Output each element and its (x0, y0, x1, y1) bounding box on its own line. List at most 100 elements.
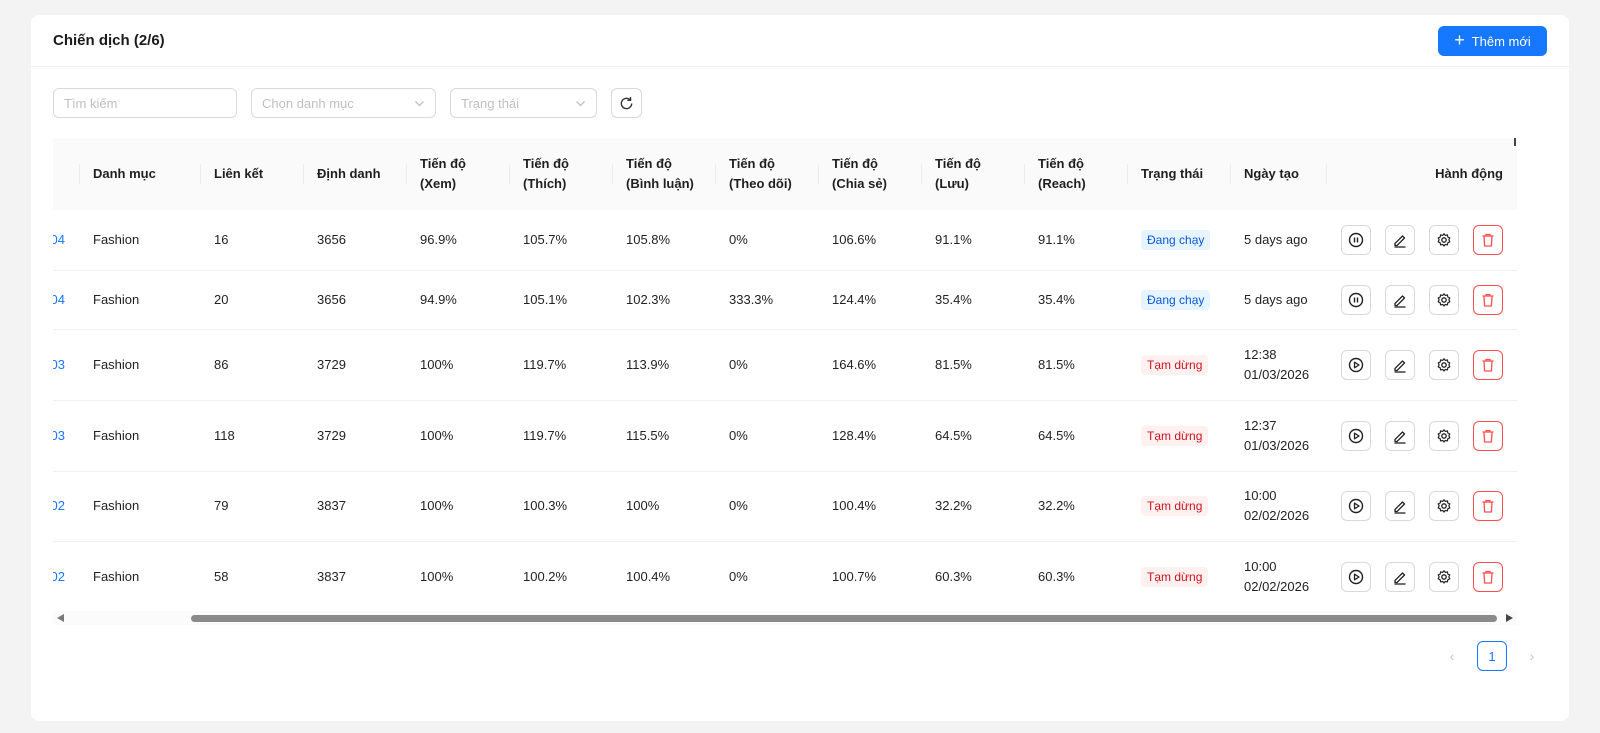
refresh-button[interactable] (611, 88, 642, 118)
status-badge: Tạm dừng (1141, 354, 1209, 375)
play-button[interactable] (1341, 491, 1371, 521)
page-number[interactable]: 1 (1477, 641, 1507, 671)
edit-button[interactable] (1385, 491, 1415, 521)
play-button[interactable] (1341, 561, 1371, 592)
settings-button[interactable] (1429, 491, 1459, 521)
delete-button[interactable] (1473, 561, 1503, 592)
row-saves: 64.5% (935, 427, 972, 443)
edit-icon (1392, 357, 1408, 373)
row-id-link[interactable]: 03 (53, 427, 65, 443)
settings-button[interactable] (1429, 349, 1459, 380)
col-comments[interactable]: Tiến độ (Bình luận) (612, 138, 715, 210)
col-created[interactable]: Ngày tạo (1230, 138, 1326, 210)
col-follows[interactable]: Tiến độ (Theo dõi) (715, 138, 818, 210)
row-views: 100% (420, 498, 454, 513)
campaign-table: Danh mục Liên kết Định danh Tiến độ (Xem)… (53, 138, 1517, 626)
edit-button[interactable] (1385, 224, 1415, 255)
row-created: 12:37 01/03/2026 (1244, 417, 1310, 453)
row-created: 5 days ago (1244, 291, 1308, 307)
status-badge: Đang chạy (1141, 229, 1211, 250)
pause-button[interactable] (1341, 284, 1371, 315)
row-actions (1326, 270, 1517, 329)
edit-button[interactable] (1385, 349, 1415, 380)
settings-button[interactable] (1429, 420, 1459, 451)
delete-button[interactable] (1473, 420, 1503, 451)
col-links[interactable]: Liên kết (200, 138, 303, 210)
row-id-link[interactable]: 02 (53, 498, 65, 513)
row-follows: 0% (729, 356, 748, 372)
settings-button[interactable] (1429, 224, 1459, 255)
delete-button[interactable] (1473, 349, 1503, 380)
edit-button[interactable] (1385, 420, 1415, 451)
delete-button[interactable] (1473, 224, 1503, 255)
play-button[interactable] (1341, 349, 1371, 380)
row-comments: 113.9% (626, 356, 670, 372)
col-reach[interactable]: Tiến độ (Reach) (1024, 138, 1127, 210)
status-placeholder: Trạng thái (461, 95, 520, 111)
add-new-label: Thêm mới (1471, 33, 1531, 49)
row-identifier: 3729 (317, 356, 346, 372)
edit-button[interactable] (1385, 561, 1415, 592)
row-links: 118 (214, 427, 235, 443)
col-saves[interactable]: Tiến độ (Lưu) (921, 138, 1024, 210)
category-select[interactable]: Chọn danh mục (251, 88, 436, 118)
horizontal-scrollbar[interactable] (53, 611, 1517, 625)
settings-button[interactable] (1429, 561, 1459, 592)
row-identifier: 3656 (317, 291, 346, 307)
row-id-link[interactable]: 04 (53, 231, 65, 247)
row-id-link[interactable]: 04 (53, 291, 65, 307)
row-views: 100% (420, 568, 454, 584)
pause-button[interactable] (1341, 224, 1371, 255)
row-reach: 91.1% (1038, 231, 1075, 247)
row-shares: 100.7% (832, 568, 877, 584)
add-new-button[interactable]: + Thêm mới (1438, 26, 1547, 56)
delete-icon (1480, 498, 1496, 514)
delete-button[interactable] (1473, 284, 1503, 315)
row-follows: 0% (729, 498, 748, 513)
row-links: 16 (214, 231, 229, 247)
row-shares: 100.4% (832, 498, 877, 513)
row-comments: 100.4% (626, 568, 671, 584)
scroll-left-icon[interactable] (57, 614, 64, 622)
chevron-left-icon[interactable]: ‹ (1449, 648, 1455, 664)
col-shares[interactable]: Tiến độ (Chia sẻ) (818, 138, 921, 210)
edit-icon (1392, 232, 1408, 248)
chevron-right-icon[interactable]: › (1529, 648, 1535, 664)
row-created: 5 days ago (1244, 231, 1308, 247)
search-input[interactable] (54, 89, 236, 117)
campaign-card: Chiến dịch (2/6) + Thêm mới Chọn danh mụ… (31, 15, 1569, 721)
row-likes: 100.2% (523, 568, 568, 584)
row-actions (1326, 471, 1517, 541)
row-saves: 60.3% (935, 568, 972, 584)
status-select[interactable]: Trạng thái (450, 88, 597, 118)
scroll-right-icon[interactable] (1506, 614, 1513, 622)
row-id-link[interactable]: 02 (53, 568, 65, 584)
play-button[interactable] (1341, 420, 1371, 451)
col-views[interactable]: Tiến độ (Xem) (406, 138, 509, 210)
col-status[interactable]: Trạng thái (1127, 138, 1230, 210)
col-likes[interactable]: Tiến độ (Thích) (509, 138, 612, 210)
play-icon (1348, 357, 1364, 373)
row-links: 79 (214, 498, 229, 513)
edit-button[interactable] (1385, 284, 1415, 315)
row-follows: 0% (729, 427, 748, 443)
row-id-link[interactable]: 03 (53, 356, 65, 372)
col-identifier[interactable]: Định danh (303, 138, 406, 210)
row-comments: 102.3% (626, 291, 671, 307)
row-status: Tạm dừng (1127, 541, 1230, 612)
row-reach: 35.4% (1038, 291, 1075, 307)
delete-icon (1480, 357, 1496, 373)
scrollbar-thumb[interactable] (191, 615, 1497, 622)
row-reach: 32.2% (1038, 498, 1075, 513)
row-created: 10:00 02/02/2026 (1244, 558, 1310, 594)
row-status: Đang chạy (1127, 270, 1230, 329)
row-actions (1326, 541, 1517, 612)
chevron-down-icon (576, 101, 585, 107)
row-shares: 164.6% (832, 356, 877, 372)
settings-button[interactable] (1429, 284, 1459, 315)
row-category: Fashion (93, 498, 140, 513)
delete-button[interactable] (1473, 491, 1503, 521)
col-category[interactable]: Danh mục (79, 138, 200, 210)
row-category: Fashion (93, 231, 140, 247)
table-row: 02 Fashion 79 3837 100% 100.3% 100% 0% 1… (53, 471, 1517, 541)
